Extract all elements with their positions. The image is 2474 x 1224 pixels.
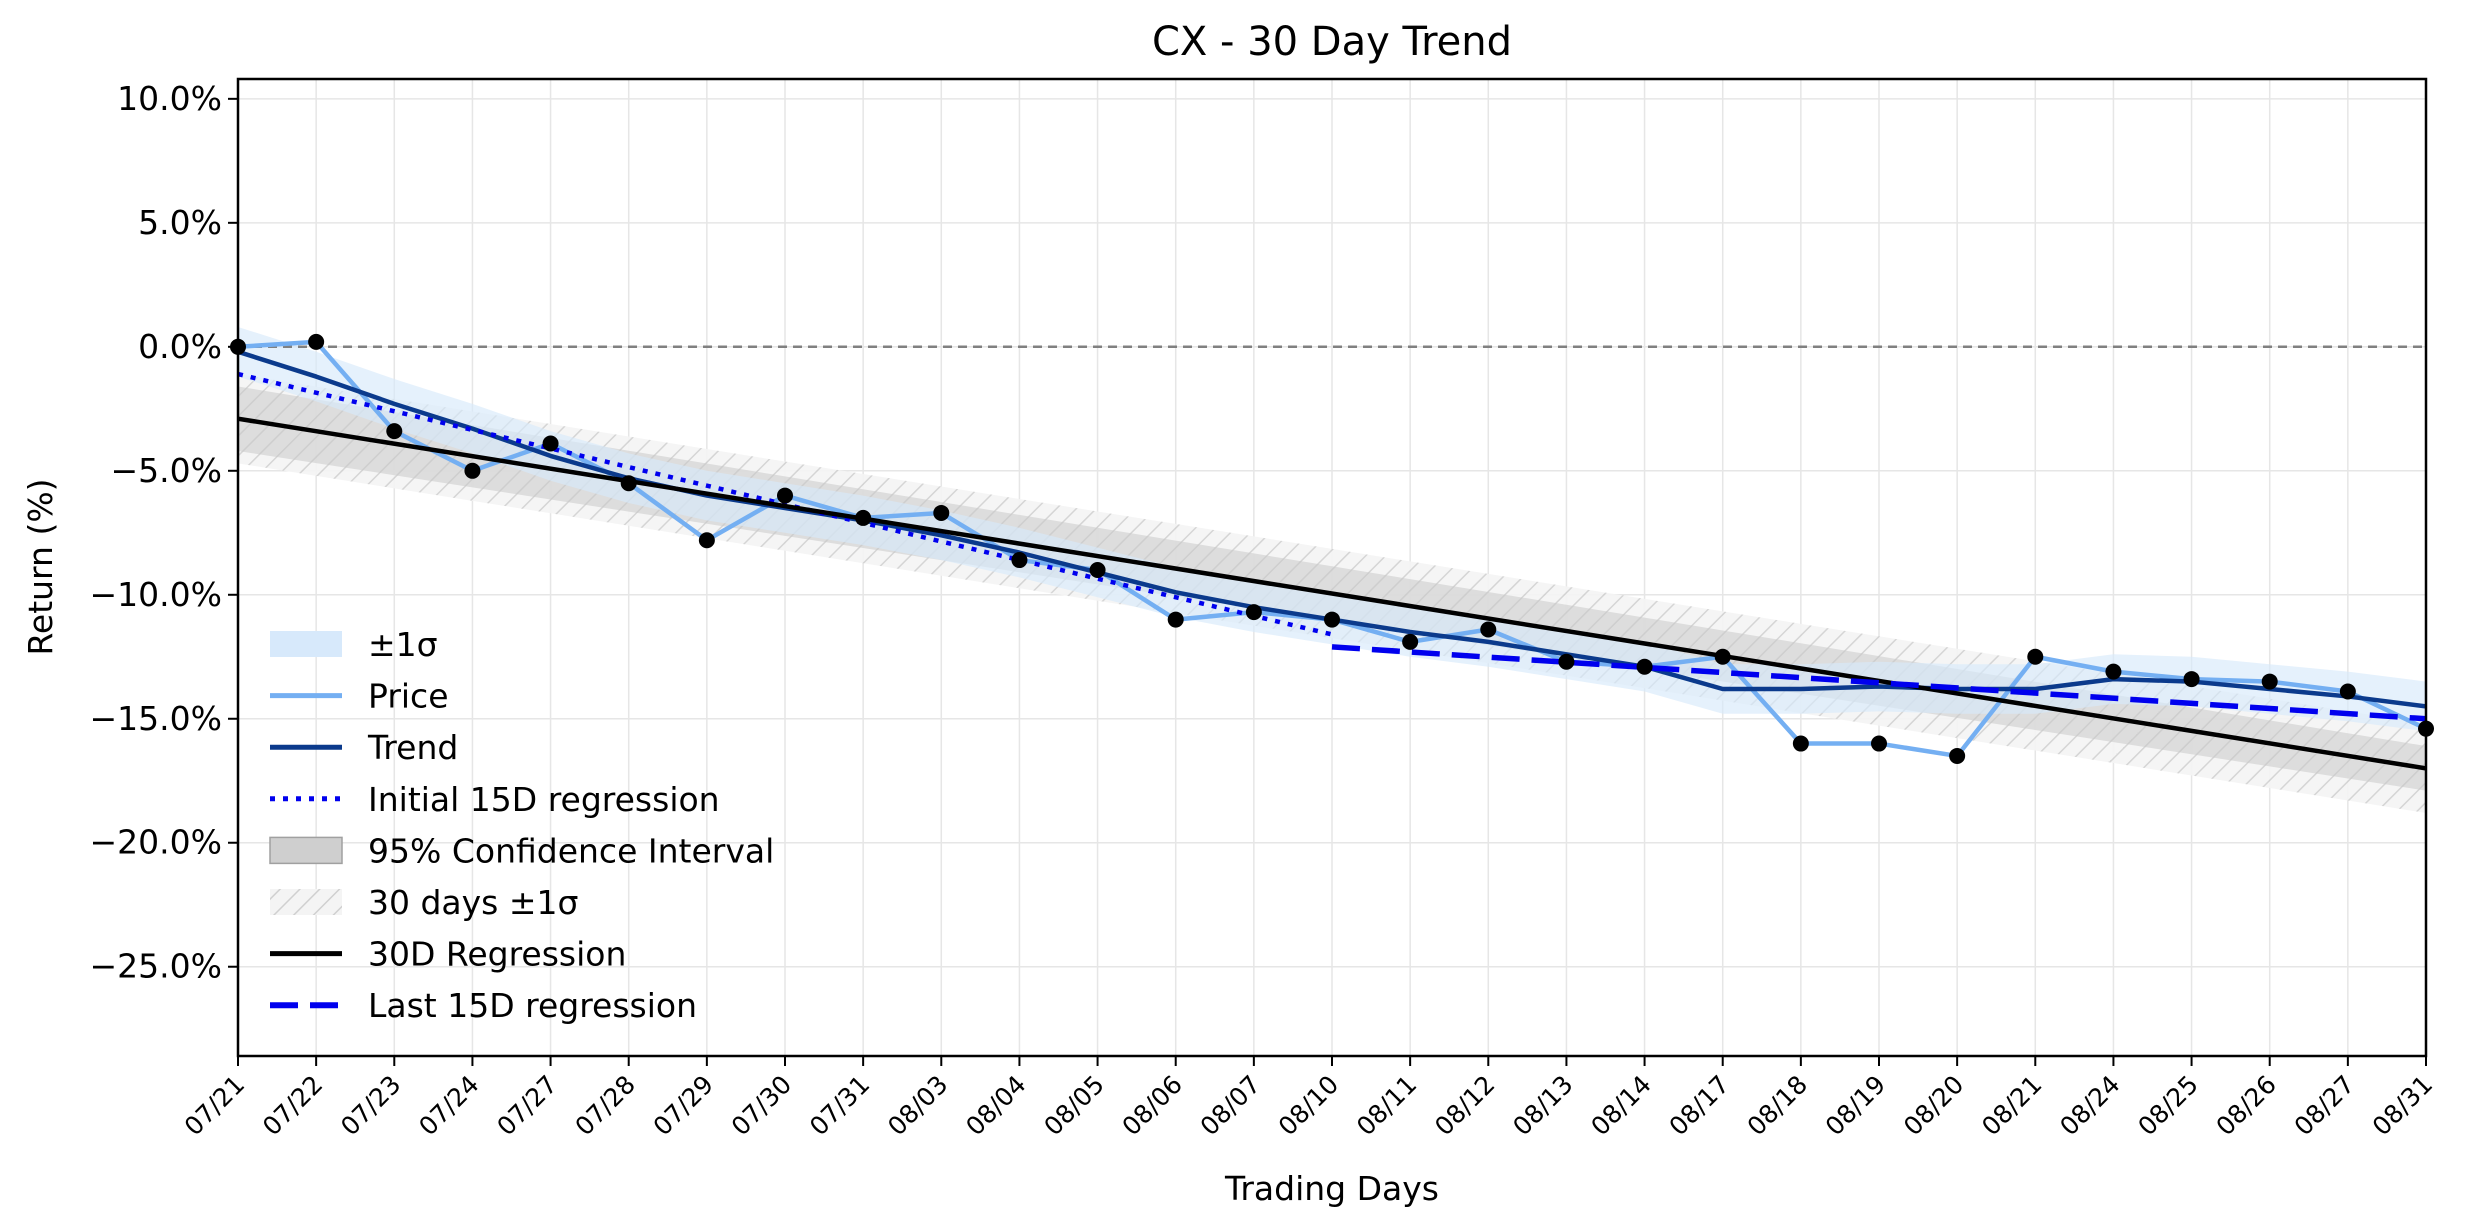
x-tick-label: 08/05: [1038, 1070, 1109, 1141]
price-point: [777, 487, 793, 504]
y-tick-label: 5.0%: [138, 203, 222, 242]
y-tick-label: 10.0%: [117, 79, 222, 118]
price-point: [464, 462, 481, 479]
y-tick-label: −10.0%: [90, 575, 222, 614]
y-tick-label: −15.0%: [90, 699, 222, 738]
x-tick-label: 07/24: [413, 1070, 484, 1141]
legend-swatch: [270, 889, 342, 915]
y-tick-label: −25.0%: [90, 947, 222, 986]
price-point: [1714, 648, 1731, 665]
y-tick-label: −5.0%: [111, 451, 223, 490]
legend-swatch: [269, 836, 343, 865]
x-tick-label: 08/18: [1742, 1070, 1813, 1141]
x-tick-label: 08/27: [2289, 1070, 2360, 1141]
price-point: [1011, 552, 1028, 569]
price-point: [855, 509, 872, 526]
x-tick-label: 08/03: [882, 1070, 953, 1141]
x-tick-label: 08/19: [1820, 1070, 1891, 1141]
price-point: [1089, 561, 1106, 578]
price-point: [542, 435, 559, 452]
x-tick-label: 08/07: [1195, 1070, 1266, 1141]
x-tick-label: 08/25: [2132, 1070, 2203, 1141]
x-tick-label: 08/11: [1351, 1070, 1422, 1141]
chart-title: CX - 30 Day Trend: [1152, 19, 1512, 65]
legend-label: 95% Confidence Interval: [368, 831, 774, 870]
price-point: [1871, 735, 1887, 752]
x-tick-label: 07/21: [179, 1070, 250, 1141]
x-tick-label: 07/29: [648, 1070, 719, 1141]
price-point: [2027, 648, 2044, 665]
price-point: [698, 532, 715, 549]
legend: ±1σ Price Trend Initial 15D regression 95% C…: [269, 625, 774, 1025]
legend-label: 30 days ±1σ: [368, 883, 578, 922]
legend-label: Last 15D regression: [368, 986, 697, 1025]
x-tick-label: 07/28: [570, 1070, 641, 1141]
price-point: [1792, 735, 1809, 752]
legend-label: Price: [368, 677, 449, 716]
price-point: [1949, 747, 1966, 764]
x-tick-label: 07/30: [726, 1070, 797, 1141]
y-tick-label: 0.0%: [138, 327, 222, 366]
legend-label: 30D Regression: [368, 935, 626, 974]
legend-swatch: [270, 631, 342, 657]
last-15d-regression-line: [1331, 644, 2426, 722]
price-point: [386, 423, 403, 440]
price-point: [620, 475, 637, 492]
y-axis: 10.0% 5.0% 0.0% −5.0% −10.0% −15.0% −20.0% −25.…: [90, 79, 238, 986]
price-point: [1480, 621, 1497, 638]
band-sigma: [238, 326, 2426, 732]
x-tick-label: 08/26: [2211, 1070, 2282, 1141]
x-tick-label: 08/14: [1585, 1070, 1656, 1141]
price-point: [1324, 611, 1340, 628]
x-tick-label: 08/21: [1976, 1070, 2047, 1141]
x-tick-label: 08/13: [1507, 1070, 1578, 1141]
x-tick-label: 07/27: [491, 1070, 562, 1141]
y-tick-label: −20.0%: [90, 823, 222, 862]
x-tick-label: 08/10: [1273, 1070, 1344, 1141]
price-point: [1402, 633, 1419, 650]
price-point: [2261, 673, 2278, 690]
price-point: [933, 504, 950, 521]
x-tick-label: 08/20: [1898, 1070, 1969, 1141]
price-point: [2105, 663, 2122, 680]
x-axis-label: Trading Days: [1224, 1169, 1439, 1208]
price-point: [308, 333, 325, 350]
price-markers: [230, 333, 2434, 764]
legend-label: ±1σ: [368, 625, 438, 664]
x-tick-label: 07/31: [804, 1070, 875, 1141]
series-lines: [238, 339, 2426, 771]
price-point: [1245, 604, 1262, 621]
x-tick-label: 08/31: [2367, 1070, 2438, 1141]
price-point: [1636, 658, 1653, 675]
legend-label: Trend: [367, 728, 458, 767]
y-axis-label: Return (%): [21, 478, 60, 655]
x-tick-label: 08/24: [2054, 1070, 2125, 1141]
x-tick-label: 08/04: [960, 1070, 1031, 1141]
x-tick-label: 08/06: [1117, 1070, 1188, 1141]
price-point: [2183, 671, 2200, 688]
price-point: [1167, 611, 1184, 628]
30d-regression-line: [238, 416, 2426, 771]
x-tick-label: 08/12: [1429, 1070, 1500, 1141]
legend-label: Initial 15D regression: [368, 780, 720, 819]
price-point: [1558, 653, 1575, 670]
x-tick-label: 08/17: [1664, 1070, 1735, 1141]
x-axis: 07/21 07/22 07/23 07/24 07/27 07/28 07/29 07/30…: [179, 1056, 2438, 1141]
x-tick-label: 07/22: [257, 1070, 328, 1141]
x-tick-label: 07/23: [335, 1070, 406, 1141]
price-point: [2339, 683, 2356, 700]
